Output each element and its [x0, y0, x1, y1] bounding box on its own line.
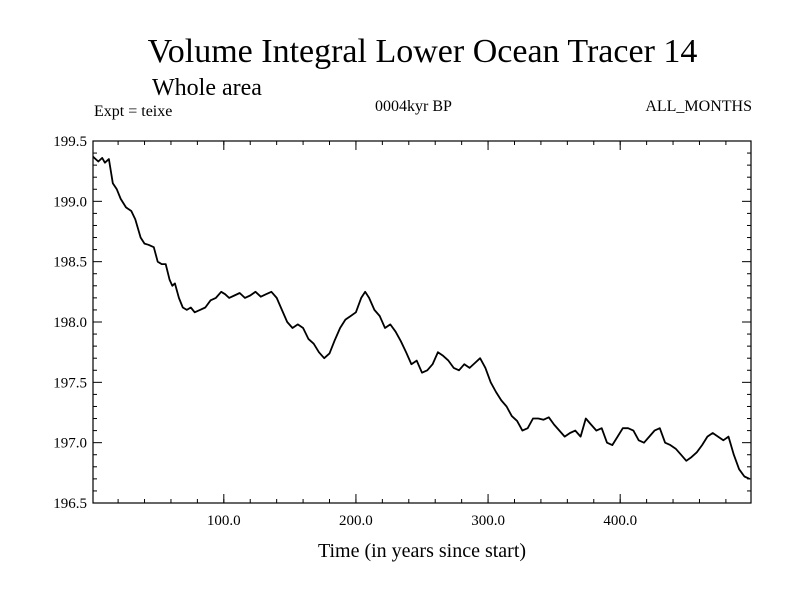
x-tick-label: 300.0	[471, 513, 505, 529]
series-line	[92, 156, 751, 480]
y-tick-label: 198.5	[53, 255, 87, 271]
x-tick-label: 100.0	[207, 513, 241, 529]
x-axis-label: Time (in years since start)	[317, 540, 527, 562]
chart-subtitle: Whole area	[152, 75, 262, 101]
y-tick-label: 196.5	[53, 496, 87, 512]
months-label: ALL_MONTHS	[645, 98, 752, 115]
y-tick-label: 199.5	[53, 134, 87, 150]
experiment-label: Expt = teixe	[94, 103, 173, 120]
period-label: 0004kyr BP	[375, 98, 452, 115]
chart-title: Volume Integral Lower Ocean Tracer 14	[147, 33, 698, 70]
x-tick-label: 200.0	[339, 513, 373, 529]
axis-ticks: 100.0 200.0 300.0 400.0 196.5 197.0 197.5 198.0…	[53, 134, 751, 529]
series-group	[92, 156, 751, 480]
y-tick-label: 197.5	[53, 375, 87, 391]
y-tick-label: 197.0	[53, 436, 87, 452]
plot-frame	[92, 140, 752, 504]
y-tick-label: 199.0	[53, 194, 87, 210]
x-tick-label: 400.0	[603, 513, 637, 529]
y-tick-label: 198.0	[53, 315, 87, 331]
